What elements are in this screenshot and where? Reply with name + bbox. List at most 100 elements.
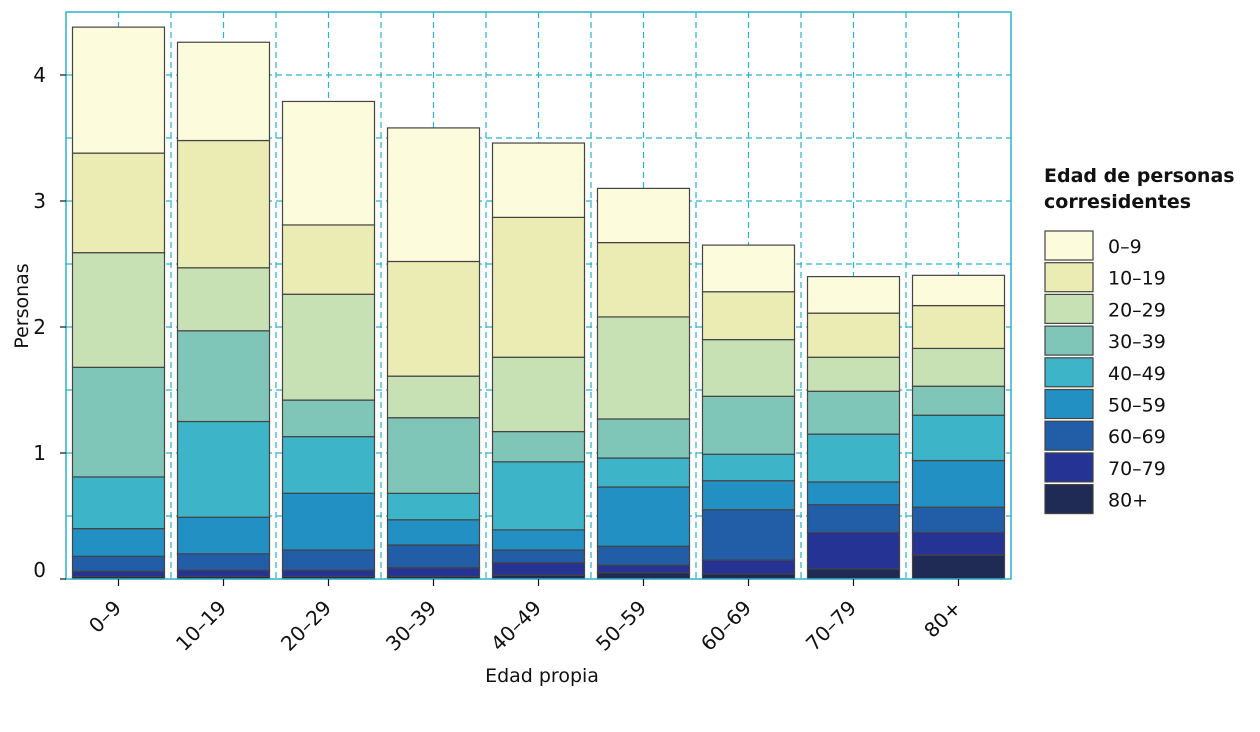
legend-swatch — [1044, 262, 1094, 293]
bar-segment — [806, 312, 901, 358]
y-axis-ticks: 0 1 2 3 4 — [33, 63, 66, 582]
bar-segment — [176, 267, 271, 332]
bar-segment — [806, 531, 901, 570]
bar-segment — [71, 570, 166, 578]
bar-segment — [71, 26, 166, 154]
bar-stack — [701, 244, 796, 580]
bar-segment — [911, 274, 1006, 307]
bar-segment — [176, 139, 271, 269]
y-tick-label: 4 — [33, 63, 46, 87]
y-tick-label: 1 — [33, 441, 46, 465]
x-tick-label: 20–29 — [276, 596, 336, 656]
bar-segment — [596, 241, 691, 318]
bar-segment — [491, 142, 586, 218]
bar-segment — [386, 375, 481, 419]
x-tick-label: 30–39 — [381, 596, 441, 656]
x-tick-label: 70–79 — [801, 596, 861, 656]
bar-segment — [386, 492, 481, 521]
bar-segment — [911, 385, 1006, 416]
bar-segment — [701, 339, 796, 397]
bar-stack — [281, 100, 376, 580]
bar-segment — [911, 506, 1006, 533]
bar-stack — [806, 276, 901, 580]
bar-segment — [701, 291, 796, 341]
bar-segment — [911, 347, 1006, 387]
bar-segment — [386, 260, 481, 377]
bar-segment — [806, 276, 901, 314]
bar-segment — [281, 549, 376, 571]
bar-segment — [806, 504, 901, 533]
bar-segment — [281, 100, 376, 226]
legend-title-line-2: corresidentes — [1044, 191, 1191, 213]
x-tick-label: 50–59 — [591, 596, 651, 656]
bar-segment — [596, 418, 691, 459]
bar-segment — [596, 564, 691, 574]
legend-label: 0–9 — [1108, 236, 1142, 258]
y-axis-title: Personas — [11, 263, 33, 348]
bar-segment — [71, 527, 166, 557]
bar-segment — [386, 519, 481, 546]
bar-segment — [71, 476, 166, 530]
bar-segment — [71, 555, 166, 573]
bar-segment — [176, 420, 271, 518]
bar-segment — [911, 531, 1006, 556]
bar-segment — [281, 492, 376, 551]
bar-segment — [176, 516, 271, 555]
x-axis-title: Edad propia — [485, 665, 599, 687]
bar-segment — [491, 430, 586, 463]
bar-segment — [176, 553, 271, 571]
legend-swatch — [1044, 325, 1094, 356]
bar-segment — [596, 457, 691, 488]
bar-segment — [386, 127, 481, 263]
bar-segment — [491, 562, 586, 576]
bar-segment — [281, 399, 376, 438]
bar-segment — [491, 549, 586, 564]
legend-label: 20–29 — [1108, 299, 1166, 321]
bar-segment — [71, 366, 166, 478]
bars — [71, 26, 1006, 580]
legend-label: 80+ — [1108, 490, 1148, 512]
bar-stack — [71, 26, 166, 580]
bar-segment — [806, 433, 901, 483]
bar-segment — [71, 152, 166, 254]
legend-swatch — [1044, 484, 1094, 515]
bar-segment — [806, 356, 901, 392]
bar-segment — [386, 544, 481, 569]
bar-segment — [596, 187, 691, 244]
legend-swatch — [1044, 357, 1094, 388]
bar-segment — [491, 529, 586, 551]
bar-segment — [701, 244, 796, 293]
bar-segment — [596, 545, 691, 566]
legend-title-line-1: Edad de personas — [1044, 165, 1235, 187]
bar-segment — [806, 390, 901, 435]
x-tick-label: 10–19 — [171, 596, 231, 656]
x-tick-label: 0–9 — [84, 596, 126, 638]
bar-stack — [176, 41, 271, 580]
legend: Edad de personas corresidentes 0–9 10–19 2… — [1044, 165, 1235, 515]
bar-segment — [176, 41, 271, 142]
bar-segment — [911, 304, 1006, 350]
legend-label: 60–69 — [1108, 426, 1166, 448]
bar-segment — [596, 486, 691, 547]
y-tick-label: 2 — [33, 315, 46, 339]
bar-segment — [701, 573, 796, 580]
legend-label: 10–19 — [1108, 268, 1166, 290]
bar-segment — [176, 330, 271, 423]
bar-segment — [911, 459, 1006, 508]
x-tick-label: 80+ — [919, 596, 966, 643]
bar-segment — [911, 414, 1006, 462]
x-tick-label: 40–49 — [486, 596, 546, 656]
y-tick-label: 3 — [33, 189, 46, 213]
bar-segment — [596, 316, 691, 420]
bar-segment — [386, 417, 481, 494]
bar-segment — [491, 461, 586, 531]
bar-segment — [806, 481, 901, 506]
bar-segment — [71, 252, 166, 368]
bar-segment — [491, 216, 586, 358]
legend-items: 0–9 10–19 20–29 30–39 40–49 50–59 60–69 70–79 80… — [1044, 230, 1166, 515]
legend-swatch — [1044, 452, 1094, 483]
bar-stack — [491, 142, 586, 580]
bar-segment — [281, 293, 376, 401]
bar-stack — [386, 127, 481, 580]
bar-segment — [281, 224, 376, 295]
